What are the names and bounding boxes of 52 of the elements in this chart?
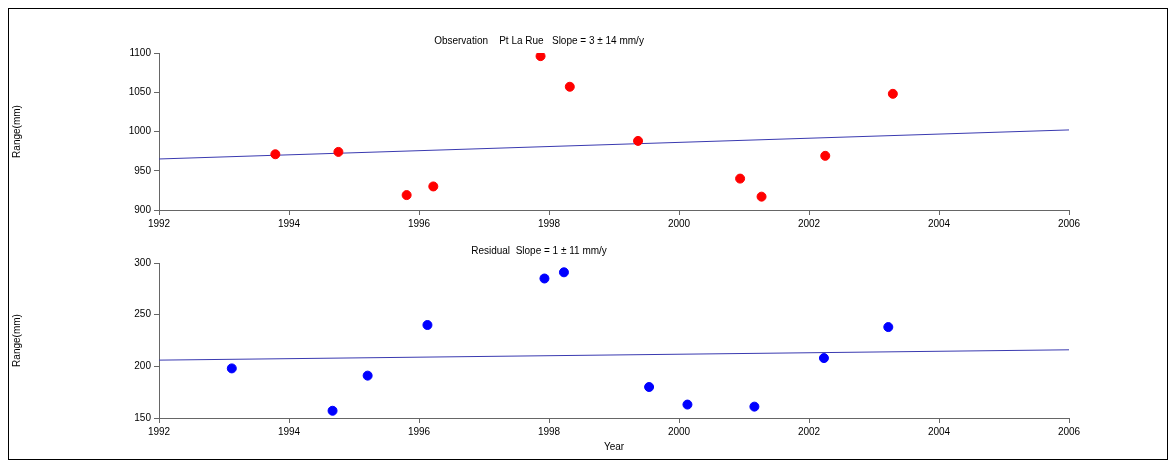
point bbox=[327, 405, 338, 416]
y-axis-title: Range(mm) bbox=[10, 105, 22, 158]
point bbox=[644, 382, 655, 392]
x-tick-label: 2000 bbox=[667, 425, 691, 437]
x-tick-label: 1994 bbox=[277, 425, 301, 437]
x-tick-label: 2006 bbox=[1057, 425, 1081, 437]
point bbox=[362, 370, 373, 381]
point bbox=[749, 401, 760, 412]
point bbox=[539, 273, 550, 284]
point bbox=[558, 267, 569, 278]
x-tick-label: 2002 bbox=[797, 425, 821, 437]
x-axis-title: Year bbox=[603, 440, 625, 452]
point bbox=[422, 320, 433, 330]
point bbox=[535, 53, 546, 62]
x-tick-label: 1998 bbox=[537, 425, 561, 437]
x-tick-label: 1996 bbox=[407, 425, 431, 437]
y-tick-label: 1000 bbox=[128, 125, 152, 137]
x-tick-label: 1994 bbox=[277, 217, 301, 229]
y-tick-label: 950 bbox=[134, 164, 152, 176]
point bbox=[226, 363, 237, 374]
point bbox=[756, 191, 767, 202]
point bbox=[887, 88, 898, 99]
point bbox=[270, 149, 281, 160]
x-tick-label: 1996 bbox=[407, 217, 431, 229]
y-tick-label: 300 bbox=[134, 256, 152, 268]
x-tick-label: 1992 bbox=[147, 217, 171, 229]
y-tick-label: 250 bbox=[134, 308, 152, 320]
point bbox=[333, 146, 344, 157]
x-tick-label: 2000 bbox=[667, 217, 691, 229]
y-tick-label: 1100 bbox=[129, 46, 152, 58]
chart-title: Residual Slope = 1 ± 11 mm/y bbox=[471, 244, 607, 256]
y-axis-title: Range(mm) bbox=[10, 314, 22, 367]
x-tick-label: 2004 bbox=[927, 425, 951, 437]
point bbox=[682, 399, 693, 410]
point bbox=[820, 150, 831, 161]
chart-title: Observation Pt La Rue Slope = 3 ± 14 mm/y bbox=[434, 34, 644, 46]
x-tick-label: 1998 bbox=[537, 217, 561, 229]
y-tick-label: 150 bbox=[134, 411, 152, 423]
point bbox=[428, 181, 439, 192]
x-tick-label: 2004 bbox=[927, 217, 951, 229]
y-tick-label: 900 bbox=[134, 203, 152, 215]
point bbox=[633, 135, 644, 146]
x-tick-label: 2002 bbox=[797, 217, 821, 229]
x-tick-label: 2006 bbox=[1057, 217, 1081, 229]
y-tick-label: 200 bbox=[134, 360, 152, 372]
x-tick-label: 1992 bbox=[147, 425, 171, 437]
point bbox=[818, 353, 829, 364]
point bbox=[735, 173, 746, 184]
point bbox=[883, 322, 894, 333]
y-tick-label: 1050 bbox=[128, 86, 152, 97]
point bbox=[401, 190, 412, 201]
point bbox=[564, 81, 575, 92]
